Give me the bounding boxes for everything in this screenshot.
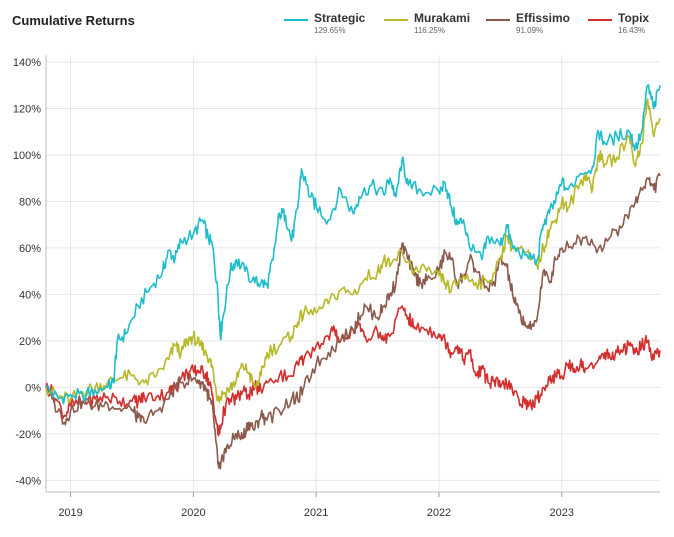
y-tick-label: -20% — [15, 429, 41, 441]
y-tick-label: 0% — [25, 382, 41, 394]
legend-label-effissimo: Effissimo — [516, 11, 571, 25]
x-tick-label: 2023 — [550, 507, 574, 519]
series-line-strategic — [45, 84, 661, 405]
legend-swatch-murakami — [384, 19, 408, 21]
series-line-topix — [45, 305, 661, 437]
y-tick-label: 140% — [13, 57, 41, 69]
axes: -40% -20% 0% 20% 40% 60% 80% 100% 120% 140% 2019 20… — [13, 55, 660, 519]
x-tick-label: 2021 — [304, 507, 328, 519]
x-tick-label: 2022 — [427, 507, 451, 519]
legend-swatch-topix — [588, 19, 612, 21]
legend-label-murakami: Murakami — [414, 11, 471, 25]
x-tick-label: 2020 — [181, 507, 205, 519]
y-tick-label: 80% — [19, 196, 41, 208]
legend-label-strategic: Strategic — [314, 11, 366, 25]
legend-value-topix: 16.43% — [618, 26, 646, 35]
y-tick-label: 20% — [19, 336, 41, 348]
legend-label-topix: Topix — [618, 11, 650, 25]
legend-value-strategic: 129.65% — [314, 26, 346, 35]
series-line-murakami — [45, 98, 661, 404]
grid — [46, 55, 660, 492]
y-tick-label: 40% — [19, 289, 41, 301]
legend: Strategic 129.65% Murakami 116.25% Effis… — [276, 11, 660, 41]
legend-value-effissimo: 91.09% — [516, 26, 544, 35]
legend-swatch-strategic — [284, 19, 308, 21]
legend-value-murakami: 116.25% — [414, 26, 445, 35]
series-lines — [45, 84, 661, 470]
y-tick-label: 100% — [13, 150, 41, 162]
legend-swatch-effissimo — [486, 19, 510, 21]
series-line-effissimo — [45, 172, 661, 470]
y-tick-label: 60% — [19, 243, 41, 255]
x-tick-label: 2019 — [58, 507, 82, 519]
y-tick-label: -40% — [15, 475, 41, 487]
y-tick-label: 120% — [13, 103, 41, 115]
chart-title: Cumulative Returns — [12, 13, 135, 28]
